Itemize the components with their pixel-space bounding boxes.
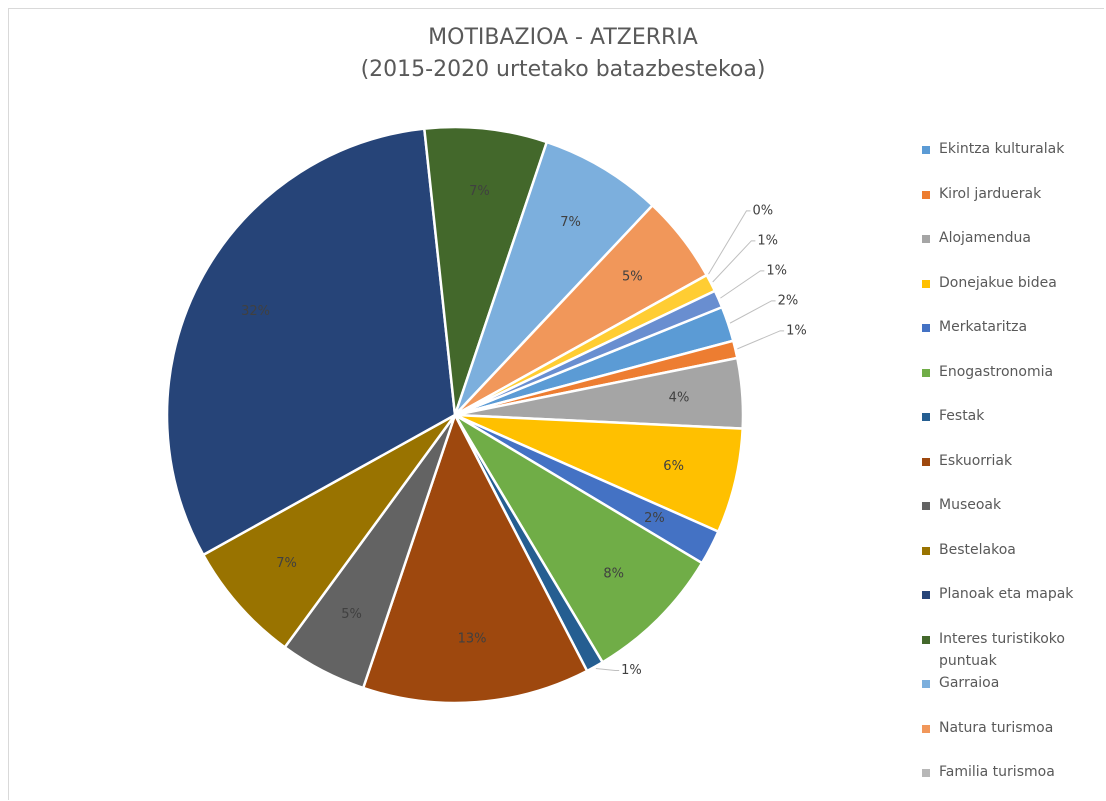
legend-item: Natura turismoa [922, 717, 1102, 762]
legend-label: Merkataritza [939, 319, 1028, 335]
data-label: 6% [663, 459, 684, 474]
legend-swatch [922, 591, 930, 599]
legend-item: Eskuorriak [922, 450, 1102, 495]
leader-line [729, 300, 776, 324]
legend-item: Museoak [922, 494, 1102, 539]
pie-slice [453, 413, 704, 665]
pie-slice [453, 140, 655, 416]
chart-title: MOTIBAZIOA - ATZERRIA [428, 25, 698, 50]
legend-item: Planoak eta mapak [922, 583, 1102, 628]
chart-frame [8, 8, 1104, 800]
leader-line [595, 667, 620, 671]
legend-label: Garraioa [939, 675, 1000, 691]
legend-label: Bestelakoa [939, 541, 1016, 558]
leader-line [737, 330, 785, 350]
data-label: 2% [644, 511, 665, 526]
pie-slice [165, 127, 457, 557]
data-label: 5% [341, 607, 362, 622]
legend-item: Merkataritza [922, 316, 1102, 361]
pie-slice [454, 289, 724, 417]
legend-swatch [922, 279, 930, 288]
legend-swatch [922, 235, 930, 243]
legend-label: Kirol jarduerak [939, 185, 1042, 202]
legend-label: Familia turismoa [939, 764, 1055, 780]
legend-swatch [922, 146, 930, 154]
legend-swatch [922, 190, 930, 199]
data-label: 5% [622, 270, 643, 285]
legend-label: Natura turismoa [939, 719, 1054, 736]
data-label: 0% [752, 203, 773, 218]
legend-swatch [922, 546, 930, 555]
legend-swatch [922, 680, 930, 688]
legend-swatch [922, 635, 930, 644]
legend-label: Interes turistikoko puntuak [939, 630, 1065, 669]
legend-label: Enogastronomia [939, 363, 1054, 380]
data-label: 1% [786, 323, 807, 338]
legend-item: Bestelakoa [922, 539, 1102, 584]
legend-item: Festak [922, 405, 1102, 450]
legend-item: Donejakue bidea [922, 272, 1102, 317]
data-label: 1% [766, 263, 787, 278]
leader-line [720, 270, 765, 299]
legend-item: Alojamendua [922, 227, 1102, 272]
legend-item: Kirol jarduerak [922, 183, 1102, 228]
legend-label: Planoak eta mapak [939, 586, 1074, 602]
legend: Ekintza kulturalak Kirol jarduerak Alojame… [922, 138, 1102, 801]
legend-label: Museoak [939, 497, 1002, 513]
legend-label: Donejakue bidea [939, 274, 1057, 291]
chart-subtitle: (2015-2020 urtetako batazbestekoa) [361, 57, 766, 82]
data-label: 32% [241, 304, 270, 319]
legend-item: Ekintza kulturalak [922, 138, 1102, 183]
leader-line [708, 210, 751, 275]
legend-swatch [922, 502, 930, 510]
legend-item: Interes turistikoko puntuak [922, 628, 1102, 673]
data-label: 1% [621, 663, 642, 678]
data-label: 7% [560, 215, 581, 230]
data-label: 8% [603, 567, 624, 582]
legend-item: Familia turismoa [922, 761, 1102, 801]
data-label: 13% [458, 631, 487, 646]
legend-swatch [922, 324, 930, 332]
data-label: 7% [469, 184, 490, 199]
leader-line [712, 240, 756, 283]
legend-swatch [922, 724, 930, 733]
legend-item: Enogastronomia [922, 361, 1102, 406]
legend-swatch [922, 457, 930, 466]
legend-swatch [922, 769, 930, 777]
data-label: 4% [669, 390, 690, 405]
legend-item: Garraioa [922, 672, 1102, 717]
legend-label: Alojamendua [939, 230, 1031, 246]
legend-label: Ekintza kulturalak [939, 141, 1065, 157]
legend-label: Eskuorriak [939, 452, 1013, 469]
pie-slice [201, 413, 457, 650]
pie-slice [422, 125, 549, 416]
legend-swatch [922, 368, 930, 377]
data-label: 7% [276, 556, 297, 571]
legend-swatch [922, 413, 930, 421]
legend-label: Festak [939, 408, 985, 424]
data-label: 2% [778, 293, 799, 308]
pie-slice [361, 411, 589, 705]
data-label: 1% [757, 233, 778, 248]
